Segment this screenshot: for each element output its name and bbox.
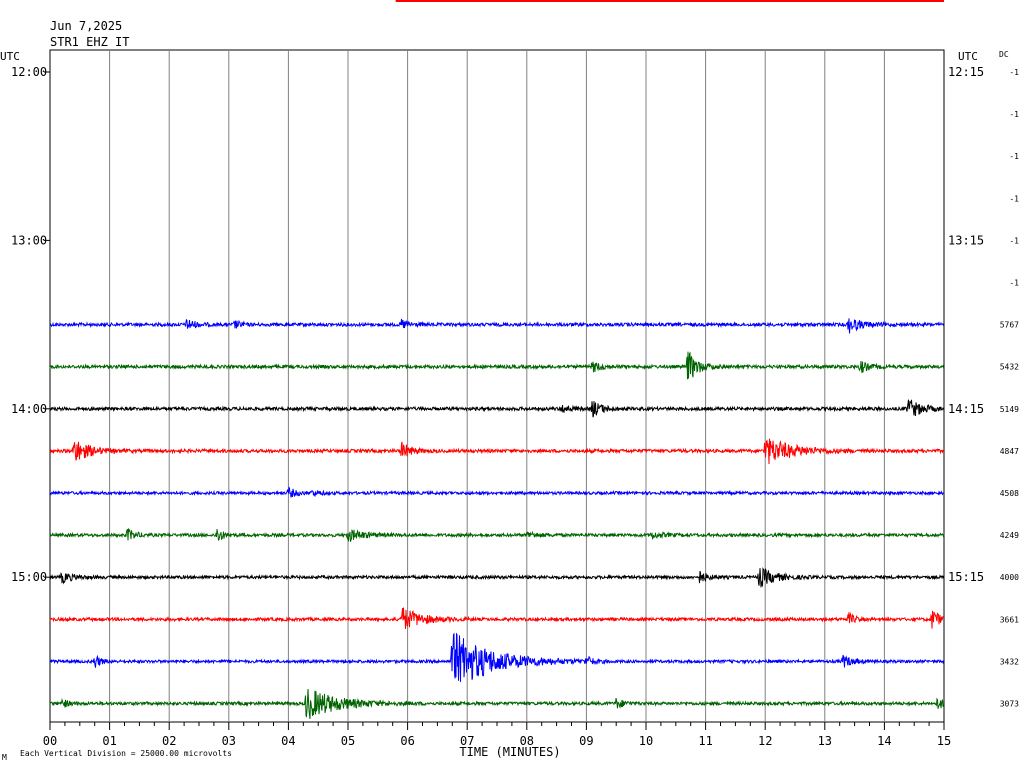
footnote: Each Vertical Division = 25000.00 microv…	[20, 749, 232, 758]
dc-value-row-4: -1	[1009, 236, 1019, 245]
tick-label-04: 04	[281, 734, 295, 748]
right-time-label-14:15: 14:15	[948, 402, 984, 416]
tick-label-10: 10	[639, 734, 653, 748]
right-utc-label: UTC	[958, 50, 978, 63]
trace-row-11	[49, 528, 945, 542]
tick-label-09: 09	[579, 734, 593, 748]
left-time-label-12:00: 12:00	[11, 65, 47, 79]
dc-value-row-2: -1	[1009, 152, 1019, 161]
dc-value-row-1: -1	[1009, 110, 1019, 119]
tick-label-03: 03	[222, 734, 236, 748]
tick-label-15: 15	[937, 734, 951, 748]
date-label: Jun 7,2025	[50, 19, 122, 33]
tick-label-06: 06	[400, 734, 414, 748]
tick-label-13: 13	[818, 734, 832, 748]
trace-row-13	[49, 607, 945, 630]
dc-header-label: DC	[999, 50, 1009, 59]
left-time-label-13:00: 13:00	[11, 233, 47, 247]
tick-label-00: 00	[43, 734, 57, 748]
right-time-label-15:15: 15:15	[948, 570, 984, 584]
dc-value-row-8: 5149	[1000, 405, 1019, 414]
dc-value-row-14: 3432	[1000, 657, 1019, 666]
right-time-label-13:15: 13:15	[948, 233, 984, 247]
dc-value-row-15: 3073	[1000, 700, 1019, 709]
left-time-label-14:00: 14:00	[11, 402, 47, 416]
dc-value-row-0: -1	[1009, 68, 1019, 77]
trace-row-6	[49, 318, 945, 334]
dc-value-row-10: 4508	[1000, 489, 1019, 498]
dc-value-row-3: -1	[1009, 194, 1019, 203]
dc-value-row-5: -1	[1009, 279, 1019, 288]
trace-row-7	[49, 351, 945, 380]
tick-label-14: 14	[877, 734, 891, 748]
dc-value-row-7: 5432	[1000, 363, 1019, 372]
trace-row-10	[49, 486, 945, 498]
tick-label-07: 07	[460, 734, 474, 748]
trace-row-15	[49, 688, 945, 720]
station-label: STR1 EHZ IT	[50, 35, 129, 49]
tick-label-01: 01	[102, 734, 116, 748]
corner-mark: M	[2, 753, 7, 762]
dc-value-row-6: 5767	[1000, 321, 1019, 330]
trace-row-9	[49, 438, 945, 465]
x-axis-label: TIME (MINUTES)	[459, 745, 560, 759]
trace-row-12	[49, 567, 945, 588]
dc-value-row-13: 3661	[1000, 615, 1019, 624]
dc-value-row-9: 4847	[1000, 447, 1019, 456]
trace-row-8	[49, 399, 945, 418]
tick-label-08: 08	[520, 734, 534, 748]
tick-label-05: 05	[341, 734, 355, 748]
left-utc-label: UTC	[0, 50, 20, 63]
traces	[49, 318, 945, 720]
grid	[44, 49, 945, 730]
left-time-label-15:00: 15:00	[11, 570, 47, 584]
labels: 00 01 02 03 04 05 06 07 08 09 10 11 12 13 14 15 12:00 13:…	[11, 65, 1019, 748]
right-time-label-12:15: 12:15	[948, 65, 984, 79]
tick-label-11: 11	[698, 734, 712, 748]
tick-label-12: 12	[758, 734, 772, 748]
dc-value-row-12: 4000	[1000, 573, 1019, 582]
trace-row-14	[49, 632, 945, 682]
dc-value-row-11: 4249	[1000, 531, 1019, 540]
tick-label-02: 02	[162, 734, 176, 748]
